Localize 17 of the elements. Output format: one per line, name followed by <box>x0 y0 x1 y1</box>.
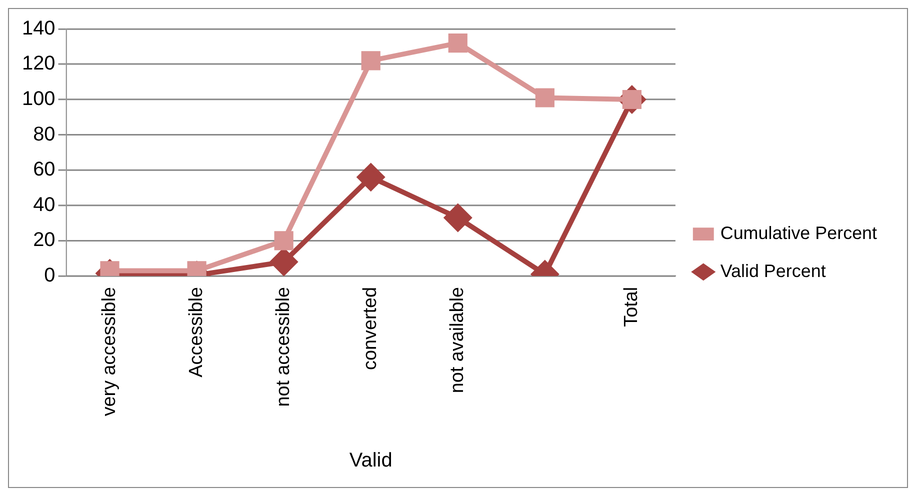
x-tick-label: Accessible <box>186 286 208 378</box>
x-tick-label: Total <box>621 286 642 327</box>
x-axis-title: Valid <box>349 450 392 472</box>
y-tick-label: 20 <box>33 229 56 252</box>
y-tick-label: 0 <box>44 264 56 286</box>
y-tick-label: 120 <box>22 52 56 75</box>
legend-label: Cumulative Percent <box>720 223 878 243</box>
x-tick-label: not available <box>447 286 468 394</box>
legend-label: Valid Percent <box>720 260 826 281</box>
y-tick-label: 40 <box>33 194 56 216</box>
y-tick-label: 80 <box>33 123 56 146</box>
x-tick-label: very accessible <box>98 286 120 416</box>
y-tick-label: 140 <box>22 17 56 40</box>
y-tick-label: 60 <box>33 158 56 181</box>
x-tick-label: converted <box>360 286 382 370</box>
y-tick-label: 100 <box>22 88 56 110</box>
x-tick-label: not accessible <box>273 286 294 407</box>
